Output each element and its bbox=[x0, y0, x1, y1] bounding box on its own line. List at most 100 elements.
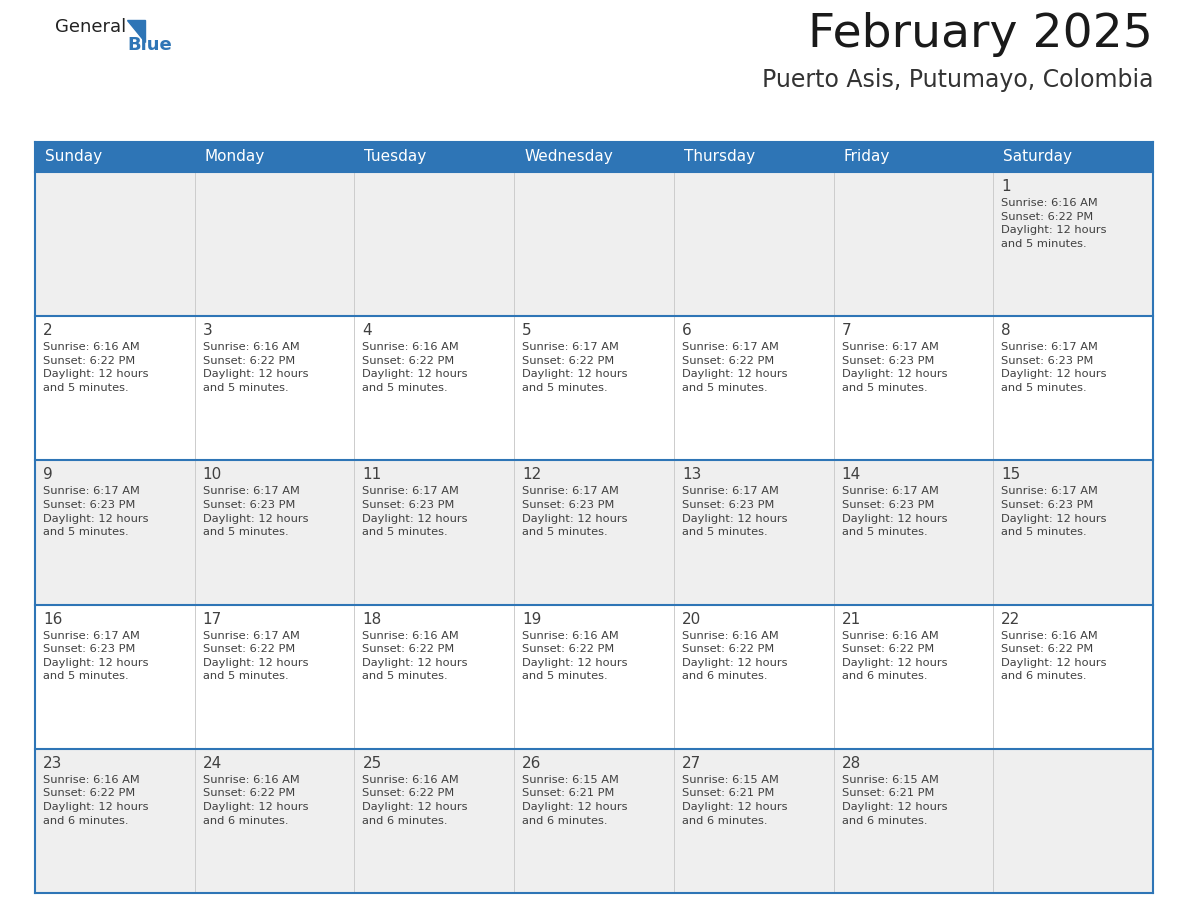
Text: Sunrise: 6:16 AM
Sunset: 6:22 PM
Daylight: 12 hours
and 5 minutes.: Sunrise: 6:16 AM Sunset: 6:22 PM Dayligh… bbox=[1001, 198, 1107, 249]
Text: Sunrise: 6:17 AM
Sunset: 6:23 PM
Daylight: 12 hours
and 5 minutes.: Sunrise: 6:17 AM Sunset: 6:23 PM Dayligh… bbox=[1001, 487, 1107, 537]
Text: 19: 19 bbox=[523, 611, 542, 627]
Text: 23: 23 bbox=[43, 756, 63, 771]
Text: Tuesday: Tuesday bbox=[365, 150, 426, 164]
Text: 18: 18 bbox=[362, 611, 381, 627]
Bar bbox=[195, 142, 354, 172]
Bar bbox=[834, 142, 993, 172]
Text: 28: 28 bbox=[841, 756, 861, 771]
Bar bbox=[354, 316, 514, 461]
Bar bbox=[34, 172, 195, 316]
Text: 26: 26 bbox=[523, 756, 542, 771]
Text: 1: 1 bbox=[1001, 179, 1011, 194]
Text: 15: 15 bbox=[1001, 467, 1020, 482]
Text: Wednesday: Wednesday bbox=[524, 150, 613, 164]
Bar bbox=[834, 316, 993, 461]
Bar bbox=[674, 605, 834, 749]
Bar bbox=[354, 749, 514, 893]
Text: Sunrise: 6:17 AM
Sunset: 6:23 PM
Daylight: 12 hours
and 5 minutes.: Sunrise: 6:17 AM Sunset: 6:23 PM Dayligh… bbox=[203, 487, 308, 537]
Text: Sunrise: 6:17 AM
Sunset: 6:22 PM
Daylight: 12 hours
and 5 minutes.: Sunrise: 6:17 AM Sunset: 6:22 PM Dayligh… bbox=[523, 342, 627, 393]
Bar bbox=[993, 605, 1154, 749]
Bar bbox=[354, 461, 514, 605]
Text: 24: 24 bbox=[203, 756, 222, 771]
Text: 5: 5 bbox=[523, 323, 532, 338]
Text: Sunrise: 6:17 AM
Sunset: 6:22 PM
Daylight: 12 hours
and 5 minutes.: Sunrise: 6:17 AM Sunset: 6:22 PM Dayligh… bbox=[203, 631, 308, 681]
Bar bbox=[674, 172, 834, 316]
Text: 20: 20 bbox=[682, 611, 701, 627]
Text: 2: 2 bbox=[43, 323, 52, 338]
Text: 9: 9 bbox=[43, 467, 52, 482]
Text: 11: 11 bbox=[362, 467, 381, 482]
Text: 4: 4 bbox=[362, 323, 372, 338]
Text: Sunrise: 6:17 AM
Sunset: 6:23 PM
Daylight: 12 hours
and 5 minutes.: Sunrise: 6:17 AM Sunset: 6:23 PM Dayligh… bbox=[682, 487, 788, 537]
Bar bbox=[514, 749, 674, 893]
Text: Sunrise: 6:16 AM
Sunset: 6:22 PM
Daylight: 12 hours
and 5 minutes.: Sunrise: 6:16 AM Sunset: 6:22 PM Dayligh… bbox=[523, 631, 627, 681]
Text: 13: 13 bbox=[682, 467, 701, 482]
Text: 6: 6 bbox=[682, 323, 691, 338]
Polygon shape bbox=[127, 20, 145, 42]
Text: Sunday: Sunday bbox=[45, 150, 102, 164]
Bar bbox=[34, 142, 195, 172]
Bar bbox=[993, 316, 1154, 461]
Text: 22: 22 bbox=[1001, 611, 1020, 627]
Bar bbox=[195, 316, 354, 461]
Bar bbox=[514, 172, 674, 316]
Text: 10: 10 bbox=[203, 467, 222, 482]
Text: 14: 14 bbox=[841, 467, 861, 482]
Text: 21: 21 bbox=[841, 611, 861, 627]
Text: 16: 16 bbox=[43, 611, 63, 627]
Bar bbox=[993, 172, 1154, 316]
Text: Sunrise: 6:17 AM
Sunset: 6:22 PM
Daylight: 12 hours
and 5 minutes.: Sunrise: 6:17 AM Sunset: 6:22 PM Dayligh… bbox=[682, 342, 788, 393]
Bar bbox=[674, 461, 834, 605]
Text: Sunrise: 6:17 AM
Sunset: 6:23 PM
Daylight: 12 hours
and 5 minutes.: Sunrise: 6:17 AM Sunset: 6:23 PM Dayligh… bbox=[43, 487, 148, 537]
Text: Sunrise: 6:16 AM
Sunset: 6:22 PM
Daylight: 12 hours
and 5 minutes.: Sunrise: 6:16 AM Sunset: 6:22 PM Dayligh… bbox=[362, 631, 468, 681]
Bar bbox=[834, 172, 993, 316]
Text: 3: 3 bbox=[203, 323, 213, 338]
Bar bbox=[354, 605, 514, 749]
Text: Sunrise: 6:16 AM
Sunset: 6:22 PM
Daylight: 12 hours
and 6 minutes.: Sunrise: 6:16 AM Sunset: 6:22 PM Dayligh… bbox=[362, 775, 468, 825]
Bar bbox=[354, 142, 514, 172]
Text: Sunrise: 6:17 AM
Sunset: 6:23 PM
Daylight: 12 hours
and 5 minutes.: Sunrise: 6:17 AM Sunset: 6:23 PM Dayligh… bbox=[841, 487, 947, 537]
Text: Monday: Monday bbox=[204, 150, 265, 164]
Bar bbox=[674, 316, 834, 461]
Bar bbox=[195, 172, 354, 316]
Text: Saturday: Saturday bbox=[1004, 150, 1073, 164]
Bar bbox=[195, 749, 354, 893]
Text: Thursday: Thursday bbox=[684, 150, 756, 164]
Text: Blue: Blue bbox=[127, 36, 172, 54]
Text: Sunrise: 6:17 AM
Sunset: 6:23 PM
Daylight: 12 hours
and 5 minutes.: Sunrise: 6:17 AM Sunset: 6:23 PM Dayligh… bbox=[841, 342, 947, 393]
Bar bbox=[834, 749, 993, 893]
Bar bbox=[34, 461, 195, 605]
Text: February 2025: February 2025 bbox=[808, 12, 1154, 57]
Bar bbox=[674, 142, 834, 172]
Text: Sunrise: 6:17 AM
Sunset: 6:23 PM
Daylight: 12 hours
and 5 minutes.: Sunrise: 6:17 AM Sunset: 6:23 PM Dayligh… bbox=[523, 487, 627, 537]
Bar bbox=[195, 605, 354, 749]
Bar bbox=[993, 461, 1154, 605]
Text: 12: 12 bbox=[523, 467, 542, 482]
Text: General: General bbox=[55, 18, 126, 36]
Text: 25: 25 bbox=[362, 756, 381, 771]
Bar bbox=[834, 605, 993, 749]
Text: Sunrise: 6:16 AM
Sunset: 6:22 PM
Daylight: 12 hours
and 6 minutes.: Sunrise: 6:16 AM Sunset: 6:22 PM Dayligh… bbox=[682, 631, 788, 681]
Text: 17: 17 bbox=[203, 611, 222, 627]
Bar bbox=[195, 461, 354, 605]
Text: Sunrise: 6:17 AM
Sunset: 6:23 PM
Daylight: 12 hours
and 5 minutes.: Sunrise: 6:17 AM Sunset: 6:23 PM Dayligh… bbox=[43, 631, 148, 681]
Text: Sunrise: 6:16 AM
Sunset: 6:22 PM
Daylight: 12 hours
and 6 minutes.: Sunrise: 6:16 AM Sunset: 6:22 PM Dayligh… bbox=[1001, 631, 1107, 681]
Bar bbox=[993, 749, 1154, 893]
Bar bbox=[34, 749, 195, 893]
Text: Sunrise: 6:15 AM
Sunset: 6:21 PM
Daylight: 12 hours
and 6 minutes.: Sunrise: 6:15 AM Sunset: 6:21 PM Dayligh… bbox=[523, 775, 627, 825]
Text: Sunrise: 6:17 AM
Sunset: 6:23 PM
Daylight: 12 hours
and 5 minutes.: Sunrise: 6:17 AM Sunset: 6:23 PM Dayligh… bbox=[362, 487, 468, 537]
Bar bbox=[34, 605, 195, 749]
Text: Sunrise: 6:16 AM
Sunset: 6:22 PM
Daylight: 12 hours
and 6 minutes.: Sunrise: 6:16 AM Sunset: 6:22 PM Dayligh… bbox=[203, 775, 308, 825]
Bar bbox=[993, 142, 1154, 172]
Text: 27: 27 bbox=[682, 756, 701, 771]
Text: Sunrise: 6:16 AM
Sunset: 6:22 PM
Daylight: 12 hours
and 6 minutes.: Sunrise: 6:16 AM Sunset: 6:22 PM Dayligh… bbox=[43, 775, 148, 825]
Bar bbox=[514, 142, 674, 172]
Text: Sunrise: 6:16 AM
Sunset: 6:22 PM
Daylight: 12 hours
and 5 minutes.: Sunrise: 6:16 AM Sunset: 6:22 PM Dayligh… bbox=[203, 342, 308, 393]
Bar bbox=[514, 605, 674, 749]
Text: Sunrise: 6:16 AM
Sunset: 6:22 PM
Daylight: 12 hours
and 5 minutes.: Sunrise: 6:16 AM Sunset: 6:22 PM Dayligh… bbox=[43, 342, 148, 393]
Text: Sunrise: 6:17 AM
Sunset: 6:23 PM
Daylight: 12 hours
and 5 minutes.: Sunrise: 6:17 AM Sunset: 6:23 PM Dayligh… bbox=[1001, 342, 1107, 393]
Bar bbox=[674, 749, 834, 893]
Text: 8: 8 bbox=[1001, 323, 1011, 338]
Text: Sunrise: 6:16 AM
Sunset: 6:22 PM
Daylight: 12 hours
and 5 minutes.: Sunrise: 6:16 AM Sunset: 6:22 PM Dayligh… bbox=[362, 342, 468, 393]
Text: Puerto Asis, Putumayo, Colombia: Puerto Asis, Putumayo, Colombia bbox=[762, 68, 1154, 92]
